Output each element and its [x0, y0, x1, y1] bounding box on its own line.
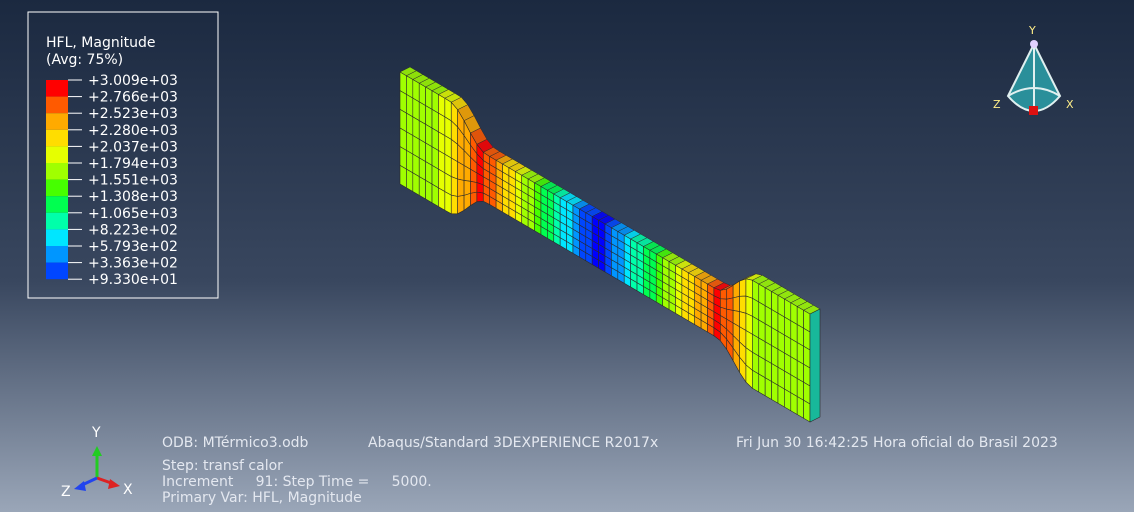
- mesh-cell: [413, 173, 419, 195]
- legend-swatch: [46, 196, 68, 213]
- solver: Abaqus/Standard 3DEXPERIENCE R2017x: [368, 435, 658, 451]
- increment: Increment 91: Step Time = 5000.: [162, 474, 432, 490]
- primary-var: Primary Var: HFL, Magnitude: [162, 490, 362, 506]
- legend-label: +2.523e+03: [88, 106, 178, 122]
- legend-swatch: [46, 113, 68, 130]
- legend-label: +5.793e+02: [88, 239, 178, 255]
- triad-z: Z: [61, 484, 71, 500]
- legend-label: +8.223e+02: [88, 222, 178, 238]
- mesh-cell: [791, 393, 797, 415]
- view-cube-x: X: [1066, 98, 1074, 111]
- odb-name: ODB: MTérmico3.odb: [162, 435, 309, 451]
- mesh-cell: [470, 181, 476, 193]
- legend-swatch: [46, 229, 68, 246]
- legend-subtitle: (Avg: 75%): [46, 52, 123, 68]
- legend-label: +1.794e+03: [88, 156, 178, 172]
- mesh-cell: [477, 192, 483, 202]
- mesh-cell: [426, 180, 432, 202]
- legend-label: +2.037e+03: [88, 139, 178, 155]
- mesh-cell: [740, 296, 746, 313]
- legend: +3.009e+03+2.766e+03+2.523e+03+2.280e+03…: [46, 73, 178, 288]
- legend-swatch: [46, 97, 68, 114]
- legend-label: +3.363e+02: [88, 256, 178, 272]
- mesh-cell: [451, 195, 457, 214]
- legend-swatch: [46, 263, 68, 280]
- legend-title: HFL, Magnitude: [46, 35, 155, 51]
- date: Fri Jun 30 16:42:25 Hora oficial do Bras…: [736, 435, 1058, 451]
- legend-swatch: [46, 146, 68, 163]
- mesh-cell: [720, 289, 726, 299]
- mesh-cell: [746, 296, 752, 316]
- triad-x: X: [123, 482, 133, 498]
- mesh-cell: [778, 385, 784, 407]
- mesh-cell: [772, 382, 778, 404]
- mesh-cell: [419, 177, 425, 199]
- mesh-cell: [733, 296, 739, 311]
- legend-swatch: [46, 163, 68, 180]
- mesh-cell: [451, 158, 457, 179]
- legend-label: +1.308e+03: [88, 189, 178, 205]
- mesh-cell: [752, 370, 758, 392]
- mesh-cell: [458, 179, 464, 196]
- legend-swatch: [46, 246, 68, 263]
- mesh-cell: [740, 279, 746, 296]
- mesh-cell: [784, 389, 790, 411]
- mesh-cell: [746, 279, 752, 298]
- mesh-cell: [458, 195, 464, 213]
- view-cube-z: Z: [993, 98, 1001, 111]
- legend-swatch: [46, 130, 68, 147]
- legend-swatch: [46, 80, 68, 97]
- mesh-cell: [797, 397, 803, 419]
- mesh-cell: [464, 180, 470, 195]
- mesh-cell: [438, 188, 444, 210]
- legend-swatch: [46, 213, 68, 230]
- mesh-cell: [400, 165, 406, 187]
- mesh-cell: [451, 177, 457, 197]
- mesh-cell: [765, 378, 771, 400]
- mesh-cell: [804, 400, 810, 422]
- legend-label: +9.330e+01: [88, 272, 178, 288]
- viewport: HFL, Magnitude (Avg: 75%) +3.009e+03+2.7…: [0, 0, 1134, 512]
- mesh-cell: [727, 298, 733, 311]
- legend-label: +1.551e+03: [88, 173, 178, 189]
- mesh-cell: [432, 184, 438, 206]
- mesh-cell: [445, 192, 451, 214]
- triad-y: Y: [91, 425, 101, 441]
- view-cube-y: Y: [1028, 24, 1036, 37]
- legend-label: +3.009e+03: [88, 73, 178, 89]
- legend-label: +2.766e+03: [88, 90, 178, 106]
- legend-label: +1.065e+03: [88, 206, 178, 222]
- mesh-cell: [406, 169, 412, 191]
- legend-swatch: [46, 180, 68, 197]
- legend-label: +2.280e+03: [88, 123, 178, 139]
- end-face: [810, 309, 820, 422]
- step: Step: transf calor: [162, 458, 283, 474]
- mesh-cell: [759, 374, 765, 396]
